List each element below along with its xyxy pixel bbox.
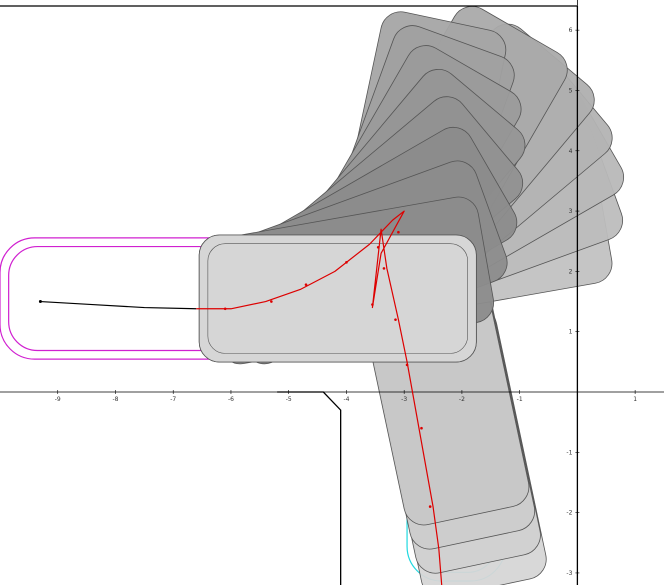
maneuver-marker [420, 426, 423, 430]
corner-boundary [277, 391, 342, 585]
vehicle-poses [198, 6, 625, 585]
y-tick-label: 5 [569, 87, 573, 94]
trajectory-paths [38, 210, 443, 585]
maneuver-marker [270, 300, 273, 303]
x-tick-label: -8 [112, 396, 118, 403]
maneuver-marker [405, 363, 409, 367]
y-tick-label: 3 [569, 208, 573, 215]
axis-ticks: -9 -8 -7 -6 -5 -4 -3 -2 -1 1 6 5 4 3 2 1 -1 -2 -3 [55, 27, 637, 577]
x-tick-label: -2 [459, 396, 465, 403]
x-tick-label: -3 [401, 396, 407, 403]
y-tick-label: 4 [569, 148, 573, 155]
maneuver-marker [345, 261, 348, 264]
maneuver-marker [428, 505, 432, 508]
vehicle-pose-initial-inner [207, 243, 468, 354]
maneuver-marker [223, 307, 227, 311]
y-tick-label: -3 [566, 570, 572, 577]
y-tick-label: 1 [569, 329, 573, 336]
x-tick-label: -4 [343, 396, 349, 403]
y-tick-label: 2 [569, 268, 573, 275]
maneuver-marker [382, 267, 386, 270]
x-tick-label: -6 [228, 396, 234, 403]
x-tick-label: 1 [633, 396, 637, 403]
y-tick-label: 6 [569, 27, 573, 34]
x-tick-label: -7 [170, 396, 176, 403]
maneuver-marker [371, 303, 374, 306]
y-tick-label: -2 [566, 510, 572, 517]
maneuver-marker [394, 318, 397, 321]
approach-path [40, 300, 197, 310]
maneuver-marker [376, 245, 380, 249]
x-tick-label: -5 [286, 396, 292, 403]
maneuver-marker [304, 283, 308, 286]
vehicle-pose-initial [198, 234, 477, 363]
x-tick-label: -9 [55, 396, 61, 403]
approach-start-point [38, 300, 42, 304]
maneuver-marker [397, 230, 400, 234]
x-tick-label: -1 [517, 396, 523, 403]
maneuver-path [196, 210, 443, 585]
y-tick-label: -1 [566, 449, 572, 456]
